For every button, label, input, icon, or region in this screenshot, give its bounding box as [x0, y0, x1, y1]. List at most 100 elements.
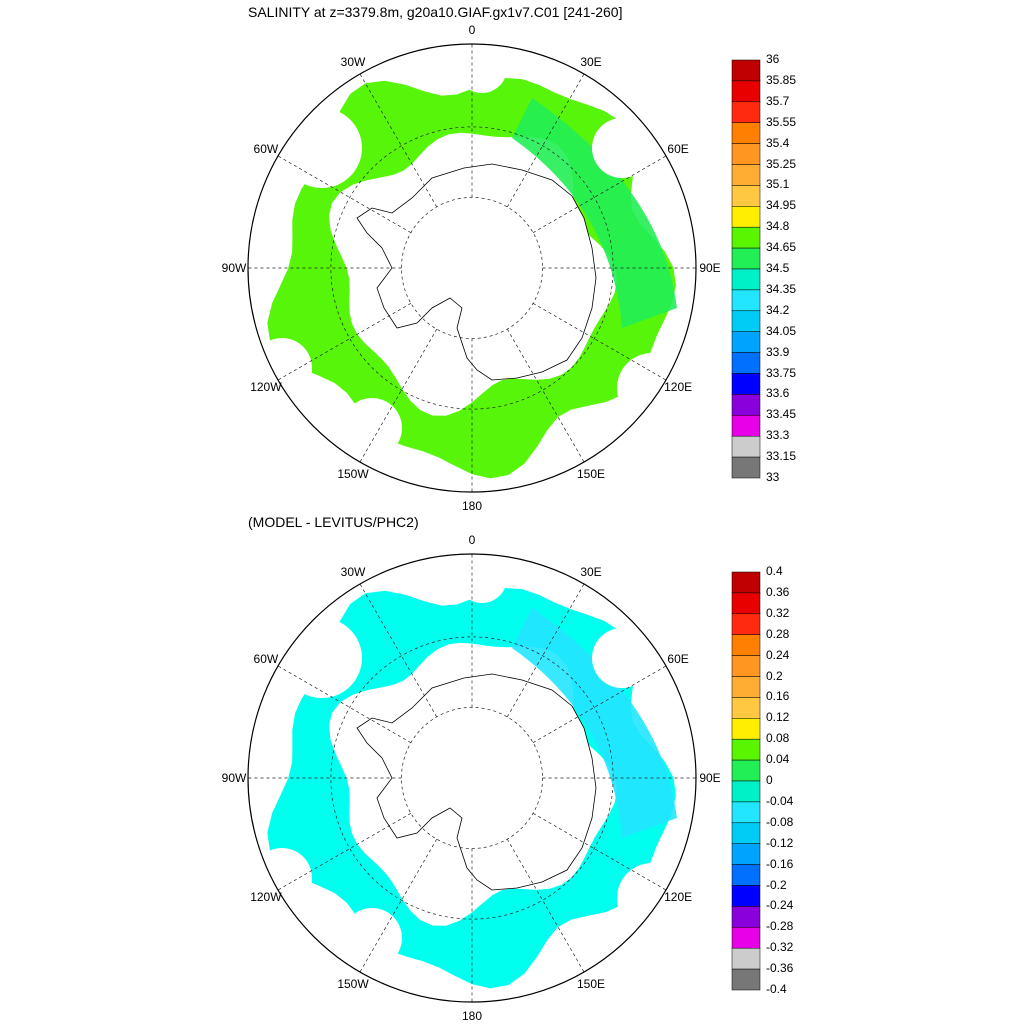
colorbar-swatch: [731, 822, 761, 844]
colorbar-swatch: [731, 697, 761, 719]
panel-1-title: SALINITY at z=3379.8m, g20a10.GIAF.gx1v7…: [248, 4, 623, 20]
colorbar-tick-label: 0.32: [766, 605, 790, 620]
colorbar-swatch: [731, 185, 761, 207]
colorbar-swatch: [731, 331, 761, 353]
longitude-label: 180: [461, 499, 483, 513]
panel-2-title: (MODEL - LEVITUS/PHC2): [248, 514, 419, 530]
colorbar-tick-label: 33.75: [766, 365, 797, 380]
colorbar-swatch: [731, 122, 761, 144]
no-data-patch: [252, 848, 312, 908]
longitude-label: 60E: [667, 142, 689, 156]
colorbar-swatch: [731, 801, 761, 824]
no-data-patch: [282, 618, 362, 698]
no-data-patch: [617, 863, 687, 933]
colorbar-swatch: [731, 968, 761, 991]
colorbar-swatch: [731, 843, 761, 865]
colorbar-swatch: [731, 415, 761, 437]
colorbar-tick-label: 33.45: [766, 407, 797, 422]
meridian-line: [506, 838, 585, 973]
colorbar-tick-label: -0.32: [766, 940, 794, 955]
colorbar-tick-label: -0.24: [766, 898, 794, 913]
colorbar-tick-label: -0.16: [766, 856, 794, 871]
longitude-label: 60W: [253, 652, 279, 666]
no-data-patch: [282, 108, 362, 188]
colorbar-tick-label: 35.7: [766, 93, 790, 108]
ocean-field-secondary: [512, 98, 677, 328]
colorbar-swatch: [731, 289, 761, 312]
colorbar-tick-label: 34.5: [766, 261, 790, 275]
colorbar-swatch: [731, 927, 761, 949]
colorbar-tick-label: 34.2: [766, 302, 790, 317]
colorbar-tick-label: 34.95: [766, 198, 797, 213]
colorbar-tick-label: 34.05: [766, 323, 797, 338]
longitude-label: 120W: [250, 380, 282, 394]
colorbar-swatch: [731, 352, 761, 374]
colorbar-swatch: [731, 143, 761, 165]
longitude-label: 150E: [576, 467, 606, 482]
meridian-line: [359, 838, 438, 973]
longitude-label: 180: [461, 1009, 483, 1023]
longitude-label: 120E: [664, 890, 693, 904]
longitude-label: 90W: [221, 771, 247, 785]
colorbar-swatch: [731, 906, 761, 928]
colorbar-tick-label: 35.1: [766, 177, 790, 192]
colorbar-tick-label: 34.8: [766, 219, 790, 234]
colorbar-swatch: [731, 101, 761, 123]
no-data-patch: [457, 553, 507, 603]
colorbar-tick-label: 0.08: [766, 731, 790, 746]
colorbar-swatch: [731, 718, 761, 740]
colorbar-tick-label: 33: [766, 470, 780, 484]
longitude-label: 90E: [699, 771, 721, 785]
longitude-label: 90E: [699, 261, 721, 275]
colorbar-tick-label: -0.12: [766, 835, 794, 850]
colorbar-tick-label: 0: [766, 773, 773, 787]
colorbar-swatch: [731, 613, 761, 635]
meridian-line: [532, 302, 667, 381]
colorbar-tick-label: 34.65: [766, 240, 797, 255]
longitude-label: 90W: [221, 261, 247, 275]
colorbar-tick-label: -0.4: [766, 982, 787, 996]
longitude-label: 30W: [340, 54, 366, 69]
colorbar-tick-label: 33.9: [766, 344, 790, 359]
colorbar-swatch: [731, 655, 761, 677]
map-border: [247, 553, 697, 1003]
colorbar-tick-label: 33.15: [766, 449, 797, 464]
meridian-line: [506, 328, 585, 463]
colorbar-swatch: [731, 435, 761, 458]
meridian-line: [532, 155, 667, 234]
colorbar-tick-label: -0.2: [766, 877, 787, 892]
colorbar-tick-label: -0.28: [766, 919, 794, 934]
colorbar-tick-label: 0.36: [766, 584, 790, 599]
colorbar-swatch: [731, 164, 761, 186]
no-data-patch: [567, 413, 617, 463]
colorbar-tick-label: 35.85: [766, 72, 797, 87]
colorbar-tick-label: 36: [766, 52, 780, 66]
colorbar-swatch: [731, 310, 761, 332]
colorbar-tick-label: 34.35: [766, 281, 797, 296]
colorbar-tick-label: 35.4: [766, 135, 790, 150]
colorbar-swatch: [731, 592, 761, 615]
longitude-label: 120W: [250, 890, 282, 904]
meridian-line: [359, 328, 438, 463]
colorbar-tick-label: -0.08: [766, 814, 794, 829]
colorbar-tick-label: 0.12: [766, 710, 790, 725]
colorbar-swatch: [731, 268, 761, 291]
colorbar-tick-label: 35.55: [766, 114, 797, 129]
colorbar-swatch: [731, 676, 761, 698]
longitude-label: 150W: [337, 467, 369, 482]
no-data-patch: [592, 628, 652, 688]
longitude-label: 0: [468, 23, 476, 37]
latitude-circle: [330, 636, 614, 920]
meridian-line: [359, 73, 438, 208]
longitude-label: 30W: [340, 564, 366, 579]
polar-map-panel-2: [247, 553, 761, 1003]
longitude-label: 60W: [253, 142, 279, 156]
longitude-label: 150E: [576, 977, 606, 992]
colorbar-swatch: [731, 394, 761, 416]
colorbar-swatch: [731, 864, 761, 886]
colorbar-tick-label: 0.4: [766, 564, 783, 578]
meridian-line: [277, 302, 412, 381]
longitude-label: 60E: [667, 652, 689, 666]
colorbar-tick-label: 33.3: [766, 428, 790, 443]
no-data-patch: [457, 43, 507, 93]
